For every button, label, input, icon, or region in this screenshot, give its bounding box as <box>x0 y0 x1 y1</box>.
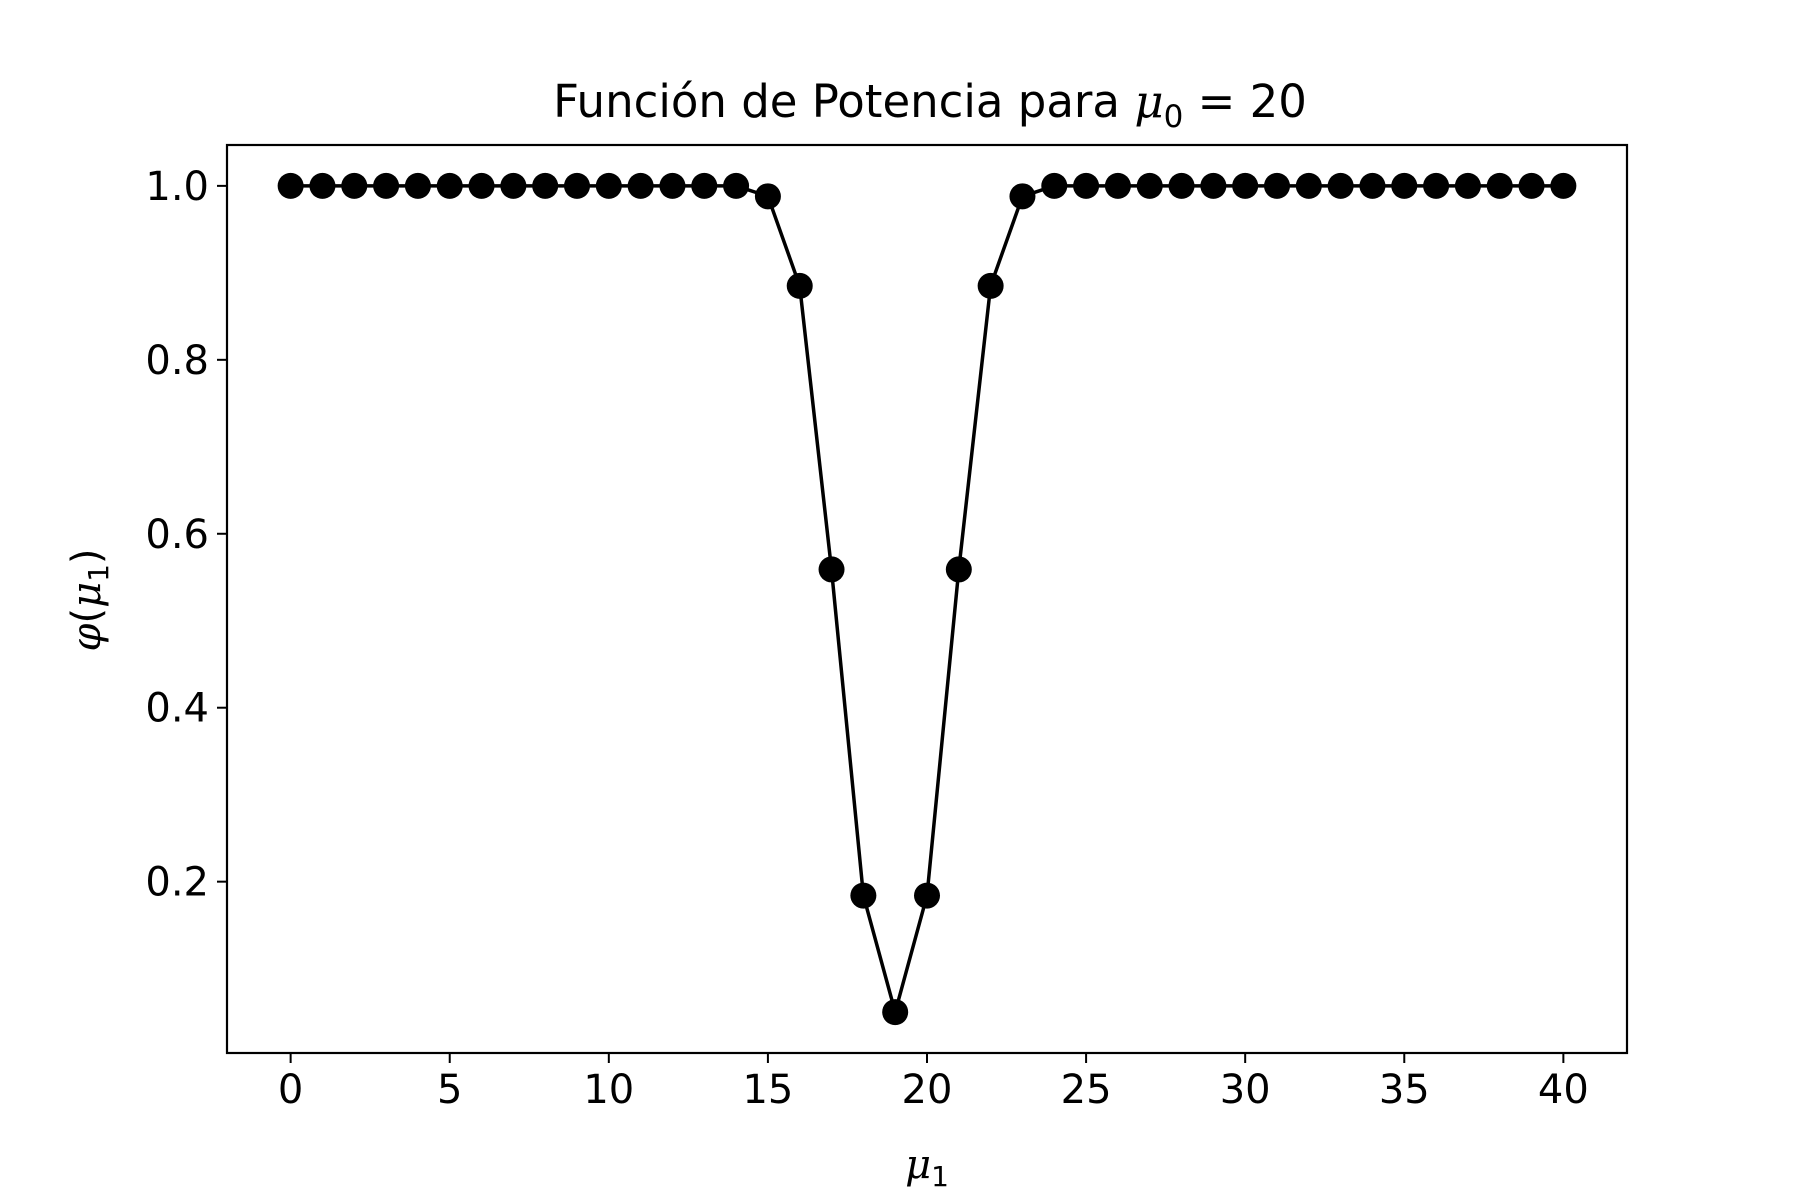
data-point <box>373 172 400 199</box>
data-point <box>1295 172 1322 199</box>
data-point <box>1454 172 1481 199</box>
data-point <box>1168 172 1195 199</box>
plot-content <box>277 172 1577 1026</box>
x-tick-label: 35 <box>1379 1067 1430 1113</box>
data-point <box>1104 172 1131 199</box>
data-point <box>1136 172 1163 199</box>
x-axis-label: μ1 <box>905 1142 949 1193</box>
data-point <box>500 172 527 199</box>
y-axis-label-close-paren: ) <box>64 548 110 564</box>
data-point <box>723 172 750 199</box>
x-tick-label: 0 <box>278 1067 303 1113</box>
data-point <box>754 183 781 210</box>
data-point <box>1073 172 1100 199</box>
data-point <box>564 172 590 199</box>
data-point <box>1200 172 1227 199</box>
y-axis-ticks: 0.2 0.4 0.6 0.8 1.0 <box>145 164 227 906</box>
data-point <box>691 172 718 199</box>
data-point <box>1327 172 1354 199</box>
y-axis-label-phi: φ <box>64 624 110 652</box>
y-axis-label-mu: μ <box>64 582 110 608</box>
data-point <box>277 172 304 199</box>
data-point <box>341 172 368 199</box>
chart-title: Función de Potencia para μ0 = 20 <box>553 75 1307 135</box>
x-axis-ticks: 0 5 10 15 20 25 30 35 40 <box>278 1053 1589 1113</box>
y-tick-label: 0.8 <box>145 338 209 384</box>
data-point <box>595 172 622 199</box>
data-point <box>309 172 336 199</box>
data-point <box>1041 172 1068 199</box>
data-point <box>468 172 495 199</box>
x-tick-label: 30 <box>1220 1067 1271 1113</box>
data-point <box>1550 172 1577 199</box>
data-point <box>1264 172 1290 199</box>
x-axis-label-subscript: 1 <box>931 1160 949 1193</box>
x-tick-label: 40 <box>1538 1067 1589 1113</box>
data-point <box>1009 183 1036 210</box>
x-tick-label: 10 <box>583 1067 634 1113</box>
data-point <box>1359 172 1386 199</box>
data-point <box>914 882 940 909</box>
data-point <box>1486 172 1513 199</box>
data-point <box>532 172 559 199</box>
y-axis-label-open-paren: ( <box>64 608 110 624</box>
data-point <box>850 882 877 909</box>
data-point <box>404 172 431 199</box>
data-point <box>659 172 686 199</box>
y-tick-label: 0.2 <box>145 860 209 906</box>
y-tick-label: 0.6 <box>145 512 209 558</box>
data-point <box>1518 172 1545 199</box>
x-tick-label: 25 <box>1061 1067 1112 1113</box>
y-axis-label: φ(μ1) <box>64 548 115 651</box>
x-tick-label: 20 <box>902 1067 953 1113</box>
data-point <box>882 999 909 1026</box>
data-point <box>786 272 813 299</box>
data-point <box>1391 172 1418 199</box>
y-tick-label: 0.4 <box>145 686 209 732</box>
data-point <box>627 172 654 199</box>
data-point <box>977 272 1004 299</box>
data-point <box>1232 172 1259 199</box>
chart-title-mu-subscript: 0 <box>1164 99 1184 135</box>
data-point <box>436 172 463 199</box>
data-point <box>1423 172 1450 199</box>
chart-title-suffix: = 20 <box>1183 75 1307 128</box>
chart-title-mu: μ <box>1134 75 1163 128</box>
data-point <box>945 556 972 583</box>
chart-title-text: Función de Potencia para <box>553 75 1134 128</box>
x-tick-label: 5 <box>437 1067 462 1113</box>
data-point <box>818 556 845 583</box>
x-tick-label: 15 <box>742 1067 793 1113</box>
y-tick-label: 1.0 <box>145 164 209 210</box>
x-axis-label-mu: μ <box>905 1142 931 1188</box>
y-axis-label-subscript: 1 <box>82 564 115 582</box>
